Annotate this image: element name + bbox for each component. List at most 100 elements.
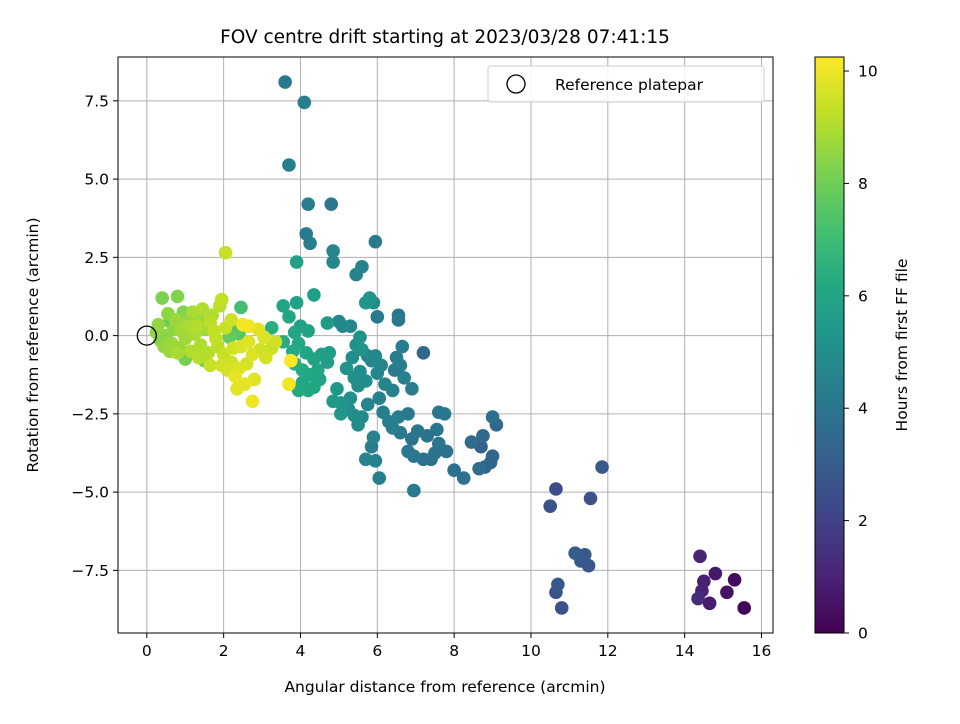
y-axis-label: Rotation from reference (arcmin) [24,217,42,472]
data-point [483,455,498,470]
data-point [195,302,210,316]
y-tick-label: −5.0 [71,484,109,502]
reference-marker [136,325,157,346]
data-point [360,397,375,412]
data-point [397,371,412,385]
x-tick-label: 16 [752,642,772,660]
data-point [595,460,609,474]
x-tick-label: 14 [675,642,695,660]
data-point [307,288,321,302]
data-point [368,234,383,249]
data-point [324,197,339,211]
data-point [358,295,373,310]
data-point [485,410,500,424]
data-point [708,566,723,581]
data-point [276,299,290,313]
data-point [287,325,302,340]
data-point [358,452,373,467]
colorbar-tick-label: 4 [858,400,868,418]
data-point [203,358,217,373]
data-point [549,482,563,496]
data-point [464,435,479,449]
data-point [355,342,369,357]
x-axis-label: Angular distance from reference (arcmin) [284,678,605,696]
data-point [583,491,598,506]
data-point [407,483,421,498]
y-tick-label: −2.5 [71,405,109,423]
data-point [720,585,734,600]
reference-point-marker [136,325,157,346]
colorbar-tick-label: 0 [858,625,868,643]
data-point [428,446,442,460]
x-tick-label: 4 [296,642,306,660]
data-point [334,407,348,421]
y-tick-label: 0.0 [84,327,109,345]
data-point [702,596,717,611]
data-point [268,335,283,349]
data-point [245,347,260,362]
data-point [289,255,304,269]
data-point [372,391,387,406]
colorbar-tick-label: 6 [858,287,868,305]
data-point [320,316,335,330]
plot-frame [117,56,774,634]
data-point [447,463,461,478]
data-point [170,346,185,360]
legend-box [487,65,765,103]
data-point [259,350,273,365]
x-tick-label: 10 [521,642,541,660]
data-point [289,295,304,310]
data-point [301,383,315,398]
y-tick-label: −7.5 [71,562,109,580]
data-point [299,346,314,360]
data-point [391,313,406,327]
data-point [228,369,242,384]
data-point [693,549,707,564]
data-point [353,330,367,344]
x-tick-label: 8 [449,642,459,660]
data-point [209,331,223,346]
data-point [301,324,315,338]
data-point [284,353,298,368]
data-point [472,461,486,476]
data-point [189,319,204,334]
data-point [236,317,250,332]
data-point [376,405,390,420]
legend: Reference platepar [487,65,765,103]
data-point [389,350,404,365]
data-point [437,407,452,421]
data-point [264,320,279,335]
data-point [368,349,383,363]
data-point [291,383,306,398]
x-tick-label: 6 [372,642,382,660]
legend-label-reference-platepar: Reference platepar [555,76,704,94]
data-point [456,471,471,485]
data-point [170,289,185,304]
x-axis-ticks: 0 2 4 6 8 10 12 14 16 [142,633,771,660]
data-point [335,319,350,334]
data-point [349,267,363,282]
data-point [326,244,340,258]
x-tick-label: 12 [598,642,618,660]
data-point [214,292,229,307]
data-point [234,300,248,315]
grid-lines [118,57,773,633]
data-point [155,291,169,305]
x-tick-label: 2 [219,642,229,660]
data-point [191,350,206,365]
data-point [372,471,387,485]
data-point [245,394,260,409]
colorbar-label: Hours from first FF file [893,259,911,432]
data-point [237,377,252,391]
data-point [330,382,344,396]
data-point [326,394,340,409]
data-point [297,95,312,110]
data-point [727,572,742,587]
y-axis-ticks: −7.5 −5.0 −2.5 0.0 2.5 5.0 7.5 [71,92,118,580]
data-point [347,371,362,385]
data-point [282,377,296,391]
data-point [543,499,557,514]
colorbar-ticks: 0 2 4 6 8 10 [844,63,878,643]
